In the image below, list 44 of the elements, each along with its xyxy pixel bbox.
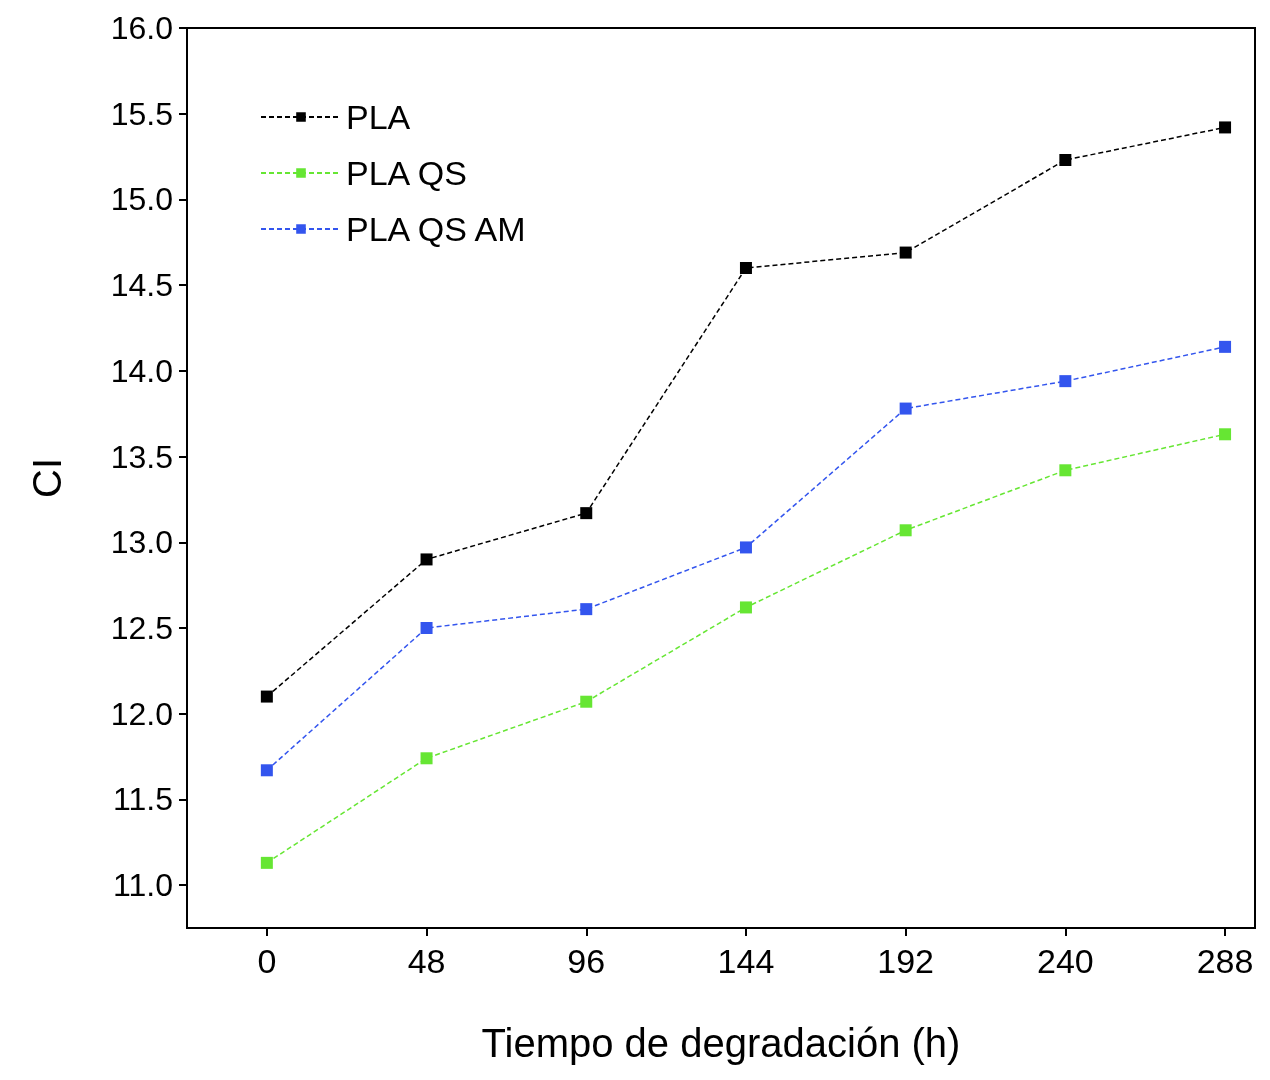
point [739,262,752,274]
point [580,507,593,520]
point [1219,340,1232,353]
point [260,764,273,777]
point [420,553,433,566]
y-tick-label: 15.5 [110,95,173,132]
y-tick-label: 12.5 [110,610,173,646]
x-tick-label: 192 [877,942,935,980]
y-tick-label: 11.5 [113,781,173,818]
x-tick-label: 96 [567,942,606,980]
x-tick-label: 288 [1196,942,1254,980]
x-axis-title: Tiempo de degradación (h) [481,1021,961,1065]
y-axis-title: CI [25,458,69,498]
y-tick-label: 12.0 [110,695,173,732]
point [899,246,912,259]
legend-label: PLA QS [346,154,467,192]
point [1059,154,1072,166]
point [1219,428,1232,441]
legend-label: PLA [346,98,411,136]
point [260,690,273,703]
point [899,524,912,537]
point [739,601,752,614]
point [420,752,433,765]
point [580,695,593,708]
point [420,622,433,634]
x-tick-label: 48 [407,942,446,980]
point [1059,375,1072,388]
point [580,603,593,616]
point [1219,121,1232,134]
point [739,541,752,554]
legend-label: PLA QS AM [346,210,526,248]
point [899,402,912,415]
point [1059,464,1072,477]
point [260,856,273,869]
x-tick-label: 144 [717,942,775,980]
y-tick-label: 14.5 [110,267,173,304]
y-tick-label: 13.5 [110,438,173,475]
x-tick-label: 240 [1036,942,1094,980]
y-tick-label: 11.0 [113,867,173,904]
x-tick-label: 0 [257,942,277,980]
y-tick-label: 15.0 [110,181,173,218]
y-tick-label: 16.0 [110,10,173,46]
y-tick-label: 13.0 [110,524,173,561]
y-tick-label: 14.0 [110,352,173,389]
